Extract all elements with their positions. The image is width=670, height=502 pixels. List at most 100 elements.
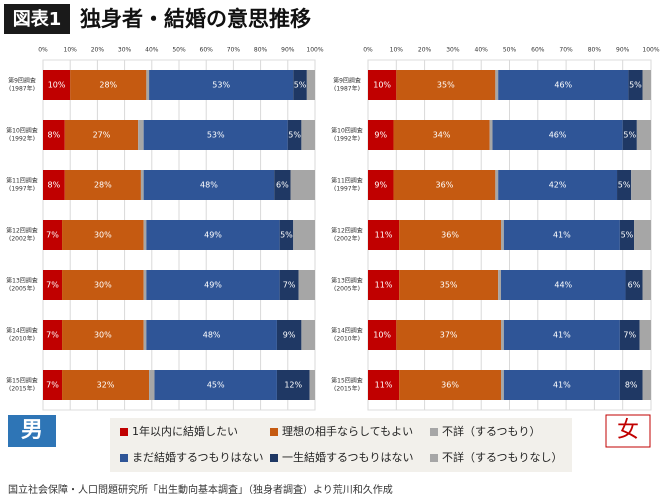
bar-segment — [276, 320, 302, 350]
bar-segment — [43, 320, 63, 350]
data-label: 10% — [373, 331, 391, 340]
bar-segment — [143, 170, 275, 200]
legend-swatch — [120, 454, 128, 462]
data-label: 35% — [437, 81, 455, 90]
bar-segment — [619, 220, 635, 250]
x-tick-label: 10% — [390, 47, 404, 54]
x-tick-label: 100% — [306, 47, 323, 54]
bar-segment — [43, 270, 63, 300]
data-label: 8% — [625, 381, 638, 390]
bar-segment — [298, 270, 315, 300]
bar-segment — [642, 270, 651, 300]
data-label: 11% — [375, 231, 393, 240]
data-label: 5% — [623, 131, 636, 140]
legend-swatch — [270, 428, 278, 436]
bar-segment — [634, 220, 651, 250]
data-label: 41% — [553, 331, 571, 340]
data-label: 53% — [212, 81, 230, 90]
x-tick-label: 90% — [281, 47, 295, 54]
bar-segment — [639, 320, 651, 350]
data-label: 46% — [554, 81, 572, 90]
data-label: 41% — [553, 381, 571, 390]
page-title: 独身者・結婚の意思推移 — [80, 7, 311, 31]
data-label: 36% — [441, 381, 459, 390]
bar-segment — [498, 270, 502, 300]
bar-segment — [301, 320, 315, 350]
data-label: 5% — [294, 81, 307, 90]
y-tick-label: (2002年) — [334, 235, 360, 243]
y-tick-label: 第10回調査 — [331, 127, 363, 135]
y-tick-label: (1992年) — [9, 135, 35, 143]
data-label: 36% — [436, 181, 454, 190]
data-label: 45% — [207, 381, 225, 390]
y-tick-label: 第11回調査 — [6, 177, 38, 185]
data-label: 30% — [94, 281, 112, 290]
data-label: 28% — [99, 81, 117, 90]
bar-segment — [642, 370, 651, 400]
bar-segment — [399, 220, 502, 250]
bar-segment — [290, 170, 315, 200]
x-tick-label: 80% — [254, 47, 268, 54]
data-label: 9% — [283, 331, 296, 340]
bar-segment — [146, 270, 280, 300]
data-label: 7% — [46, 381, 59, 390]
bar-segment — [625, 270, 643, 300]
bar-segment — [64, 120, 139, 150]
data-label: 11% — [375, 381, 393, 390]
x-tick-label: 50% — [172, 47, 186, 54]
data-label: 30% — [94, 331, 112, 340]
x-tick-label: 40% — [475, 47, 489, 54]
y-tick-label: 第13回調査 — [6, 277, 38, 285]
bar-segment — [287, 120, 302, 150]
data-label: 8% — [48, 181, 61, 190]
bar-segment — [393, 170, 496, 200]
bar-segment — [146, 70, 150, 100]
y-tick-label: (2005年) — [334, 285, 360, 293]
x-tick-label: 70% — [559, 47, 573, 54]
bar-segment — [138, 120, 144, 150]
legend-box — [110, 418, 572, 472]
data-label: 49% — [204, 281, 222, 290]
data-label: 7% — [283, 281, 296, 290]
data-label: 48% — [200, 181, 218, 190]
footer-source: 国立社会保障・人口問題研究所「出生動向基本調査」（独身者調査）より荒川和久作成 — [8, 483, 393, 496]
data-label: 8% — [48, 131, 61, 140]
bar-segment — [503, 320, 620, 350]
bar-segment — [43, 370, 63, 400]
bar-segment — [140, 170, 144, 200]
panel-badge-male — [8, 415, 56, 447]
bar-segment — [503, 370, 620, 400]
data-label: 49% — [204, 231, 222, 240]
bar-segment — [143, 320, 147, 350]
data-label: 46% — [549, 131, 567, 140]
x-tick-label: 0% — [363, 47, 373, 54]
bar-segment — [143, 120, 288, 150]
bar-segment — [492, 120, 623, 150]
bar-segment — [368, 220, 400, 250]
bar-segment — [368, 370, 400, 400]
bar-segment — [43, 220, 63, 250]
data-label: 5% — [629, 81, 642, 90]
y-tick-label: 第9回調査 — [8, 77, 36, 85]
legend-swatch — [120, 428, 128, 436]
panel-label: 男 — [21, 418, 43, 443]
x-tick-label: 60% — [531, 47, 545, 54]
bar-segment — [368, 70, 397, 100]
bar-segment — [396, 70, 496, 100]
bar-segment — [498, 70, 629, 100]
data-label: 7% — [46, 281, 59, 290]
data-label: 6% — [628, 281, 641, 290]
bar-segment — [154, 370, 277, 400]
y-tick-label: (2010年) — [334, 335, 360, 343]
bar-segment — [149, 70, 294, 100]
figure-label: 図表1 — [13, 8, 62, 30]
data-label: 11% — [375, 281, 393, 290]
bar-segment — [501, 220, 504, 250]
bar-segment — [146, 320, 277, 350]
bar-segment — [143, 220, 147, 250]
bar-segment — [43, 70, 71, 100]
bar-segment — [279, 220, 294, 250]
bar-segment — [399, 370, 502, 400]
panel-label: 女 — [617, 418, 639, 443]
